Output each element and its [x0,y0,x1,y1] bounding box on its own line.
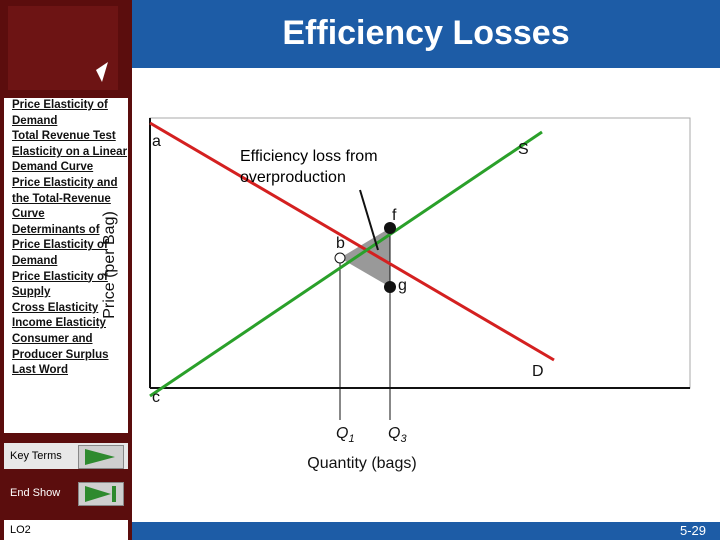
sidebar-link[interactable]: Price Elasticity and the Total-Revenue C… [12,176,118,221]
logo [8,6,118,90]
point-g [384,281,396,293]
label-a: a [152,133,161,150]
sidebar: Price Elasticity of Demand Total Revenue … [0,0,132,540]
callout-line [359,189,379,251]
sidebar-link[interactable]: Cross Elasticity [12,301,99,314]
label-f: f [392,207,397,224]
end-icon [85,486,116,502]
callout: Efficiency loss from overproduction [240,148,378,186]
key-terms-row: Key Terms [4,443,128,469]
title-bar: Efficiency Losses [132,0,720,68]
point-b [334,252,346,264]
link-list: Price Elasticity of Demand Total Revenue … [4,98,128,433]
q1-label: Q1 [336,425,355,445]
supply-line [149,130,543,398]
title: Efficiency Losses [282,14,570,52]
q1-letter: Q [336,425,348,442]
sidebar-link[interactable]: Consumer and Producer Surplus [12,332,109,361]
loss-triangle [340,228,390,287]
q3-label: Q3 [388,425,407,445]
sidebar-link[interactable]: Price Elasticity of Demand [12,99,108,127]
play-icon [85,449,115,465]
plot-frame [149,117,691,389]
footer-bar: 5-29 [132,522,720,540]
demand-line [149,121,555,362]
x-axis-label: Quantity (bags) [307,455,416,472]
key-terms-button[interactable] [78,445,124,469]
q3-subscript: 3 [400,433,407,445]
end-show-label: End Show [10,487,61,499]
objective-box: LO2 [4,520,128,540]
sidebar-link[interactable]: Last Word [12,364,69,377]
sidebar-link[interactable]: Income Elasticity [12,317,106,330]
label-b: b [336,235,345,252]
sidebar-link[interactable]: Elasticity on a Linear Demand Curve [12,145,128,174]
end-show-button[interactable] [78,482,124,506]
label-d: D [532,363,544,380]
q3-letter: Q [388,425,400,442]
sidebar-link[interactable]: Total Revenue Test [12,130,116,143]
q1-subscript: 1 [348,433,354,445]
sidebar-link[interactable]: Price Elasticity of Supply [12,270,108,299]
sidebar-link[interactable]: Determinants of Price Elasticity of Dema… [12,223,108,267]
key-terms-label: Key Terms [10,450,62,462]
point-f [384,222,396,234]
callout-box: Efficiency loss from overproduction [240,148,378,186]
objective: LO2 [10,524,31,536]
label-s: S [518,141,529,158]
end-show-row: End Show [4,480,128,506]
slide-number: 5-29 [679,523,706,538]
label-g: g [398,277,407,294]
label-c: c [152,389,160,406]
